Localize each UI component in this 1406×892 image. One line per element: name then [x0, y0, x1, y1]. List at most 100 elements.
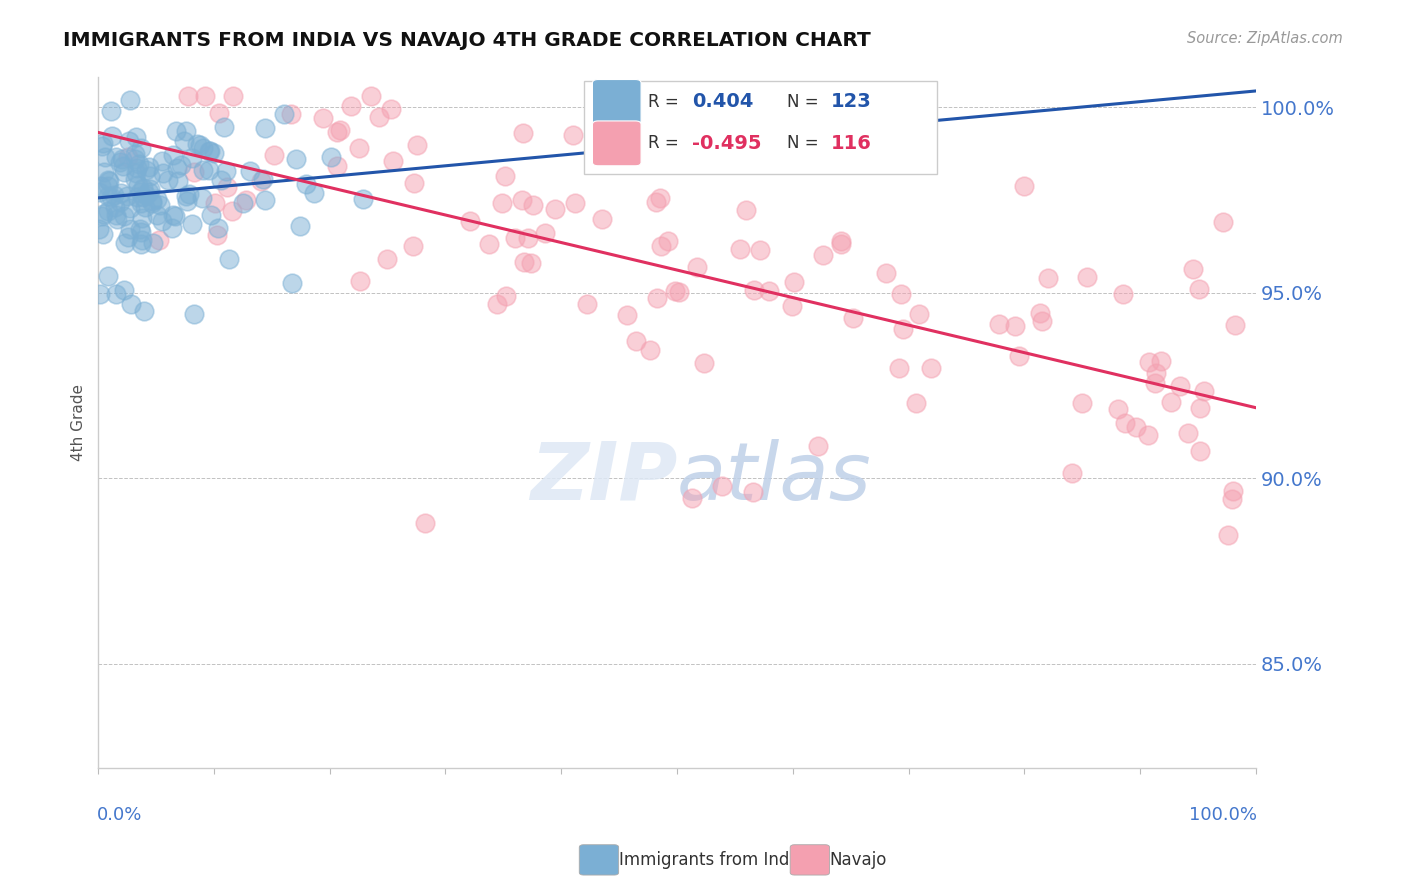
Point	[112, 165, 135, 179]
Point	[368, 111, 391, 125]
Point	[232, 195, 254, 210]
Point	[135, 163, 157, 178]
Point	[235, 193, 257, 207]
Point	[347, 141, 370, 155]
Point	[174, 124, 197, 138]
Point	[591, 211, 613, 226]
Point	[131, 233, 153, 247]
Point	[97, 268, 120, 283]
Point	[214, 120, 236, 134]
Point	[190, 191, 212, 205]
Text: atlas: atlas	[676, 439, 872, 516]
Point	[89, 222, 111, 236]
Point	[108, 155, 131, 169]
Point	[340, 99, 363, 113]
Point	[1143, 376, 1166, 390]
Point	[1222, 484, 1244, 499]
Point	[156, 173, 179, 187]
Point	[181, 217, 204, 231]
Point	[138, 160, 160, 174]
Point	[513, 254, 536, 268]
Point	[100, 190, 122, 204]
Point	[200, 208, 222, 222]
Point	[1160, 394, 1182, 409]
Point	[97, 203, 120, 218]
Point	[748, 243, 770, 257]
Point	[616, 308, 638, 322]
Point	[124, 171, 146, 186]
Point	[510, 193, 533, 207]
Point	[495, 289, 517, 303]
Point	[249, 174, 271, 188]
Point	[124, 147, 146, 161]
Point	[222, 89, 245, 103]
Point	[112, 283, 135, 297]
Point	[295, 177, 318, 191]
Point	[97, 189, 120, 203]
Point	[647, 292, 669, 306]
Point	[129, 141, 152, 155]
Point	[1223, 318, 1246, 332]
Point	[191, 141, 214, 155]
Point	[349, 275, 371, 289]
Text: 123: 123	[831, 93, 872, 112]
Point	[101, 129, 124, 144]
Point	[120, 296, 142, 310]
Point	[319, 150, 342, 164]
Point	[1188, 401, 1211, 415]
Point	[132, 181, 155, 195]
Point	[128, 157, 150, 171]
Point	[1216, 527, 1239, 541]
Point	[135, 187, 157, 202]
Point	[163, 209, 186, 223]
Text: R =: R =	[648, 93, 689, 111]
Point	[204, 145, 226, 160]
Point	[668, 285, 690, 299]
Point	[94, 150, 117, 164]
Point	[1071, 396, 1094, 410]
Y-axis label: 4th Grade: 4th Grade	[72, 384, 86, 461]
Point	[685, 260, 707, 274]
Point	[404, 176, 426, 190]
Point	[105, 212, 128, 227]
Point	[97, 179, 120, 194]
Point	[150, 213, 173, 227]
Point	[128, 186, 150, 200]
Point	[485, 297, 508, 311]
Point	[382, 153, 405, 168]
Point	[173, 134, 195, 148]
Point	[1112, 286, 1135, 301]
Point	[253, 121, 276, 136]
Text: 0.0%: 0.0%	[97, 805, 142, 823]
Point	[494, 169, 516, 183]
Point	[239, 164, 262, 178]
Point	[176, 189, 198, 203]
Point	[162, 148, 184, 162]
Point	[105, 208, 128, 222]
Point	[129, 195, 152, 210]
Point	[380, 102, 402, 116]
Point	[1125, 420, 1147, 434]
Point	[253, 193, 276, 207]
Point	[288, 219, 311, 233]
Point	[543, 202, 565, 216]
Point	[1182, 262, 1205, 277]
Point	[807, 439, 830, 453]
Point	[194, 89, 217, 103]
Point	[281, 276, 304, 290]
Point	[93, 165, 115, 179]
Point	[782, 299, 804, 313]
Text: 100.0%: 100.0%	[1189, 805, 1257, 823]
Point	[302, 186, 325, 200]
Point	[181, 151, 204, 165]
Point	[207, 220, 229, 235]
Point	[742, 283, 765, 297]
Point	[638, 343, 661, 357]
Point	[491, 196, 513, 211]
Point	[111, 159, 134, 173]
Point	[104, 287, 127, 301]
Point	[758, 285, 780, 299]
Point	[1012, 179, 1035, 194]
Point	[325, 159, 347, 173]
Point	[118, 93, 141, 107]
